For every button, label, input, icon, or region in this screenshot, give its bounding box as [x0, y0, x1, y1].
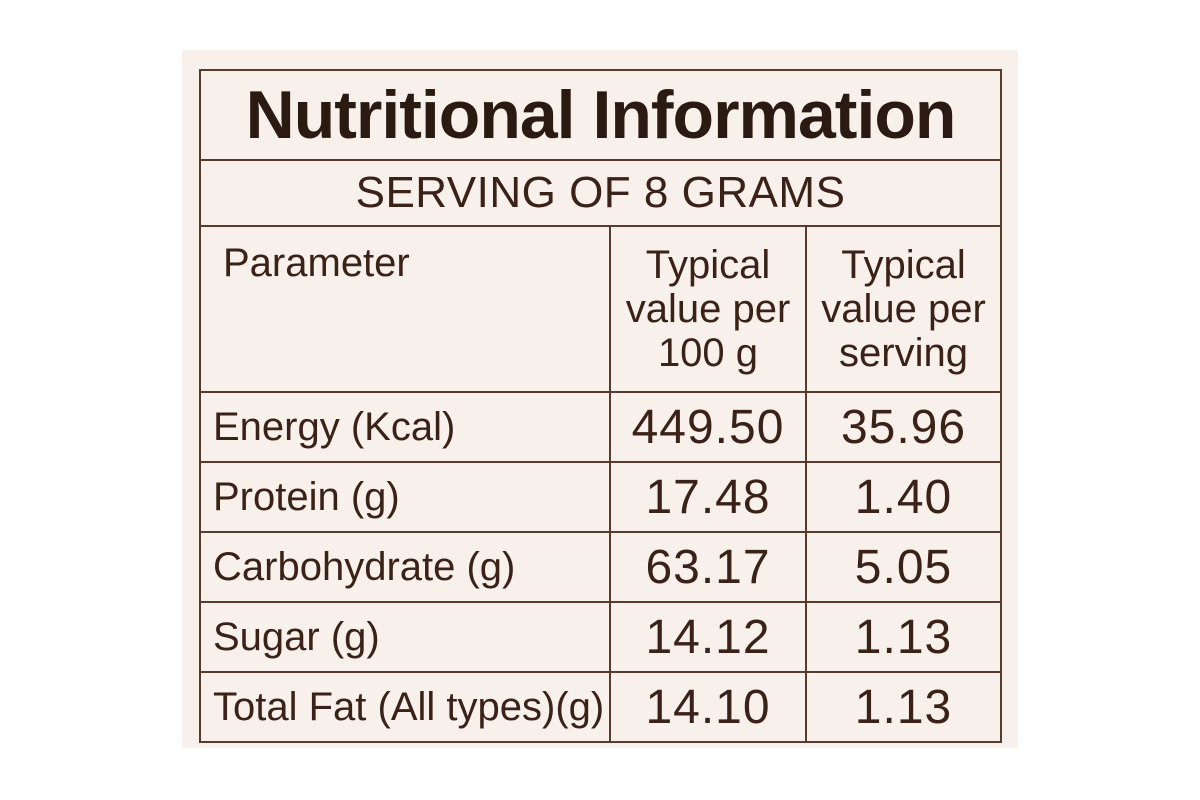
- header-per-serving-line: serving: [839, 331, 968, 375]
- row-value-per-100g: 63.17: [609, 531, 807, 603]
- header-per-100g-line: value per: [625, 287, 791, 331]
- header-parameter: Parameter: [199, 225, 611, 393]
- header-per-serving-line: value per: [821, 287, 986, 331]
- table-row: Energy (Kcal) 449.50 35.96: [199, 391, 1003, 463]
- header-per-serving-line: Typical: [841, 243, 966, 287]
- header-row: Parameter Typical value per 100 g Typica…: [199, 225, 1003, 393]
- header-per-100g: Typical value per 100 g: [609, 225, 807, 393]
- row-value-per-serving: 1.13: [804, 671, 1003, 743]
- header-per-100g-line: 100 g: [657, 331, 759, 375]
- table-title: Nutritional Information: [198, 69, 1003, 161]
- row-parameter: Sugar (g): [199, 601, 611, 673]
- nutrition-table: Nutritional Information SERVING OF 8 GRA…: [198, 69, 1003, 743]
- row-value-per-100g: 14.10: [609, 671, 807, 743]
- row-parameter: Energy (Kcal): [199, 391, 611, 463]
- serving-size: SERVING OF 8 GRAMS: [198, 159, 1003, 227]
- title-row: Nutritional Information: [198, 69, 1003, 161]
- nutrition-label-card: Nutritional Information SERVING OF 8 GRA…: [182, 50, 1018, 748]
- serving-row: SERVING OF 8 GRAMS: [198, 159, 1003, 227]
- row-parameter: Protein (g): [199, 461, 611, 533]
- row-value-per-100g: 14.12: [609, 601, 807, 673]
- row-value-per-serving: 5.05: [804, 531, 1003, 603]
- row-parameter: Carbohydrate (g): [199, 531, 611, 603]
- table-row: Carbohydrate (g) 63.17 5.05: [199, 531, 1003, 603]
- row-parameter: Total Fat (All types)(g): [199, 671, 611, 743]
- table-row: Sugar (g) 14.12 1.13: [199, 601, 1003, 673]
- table-row: Protein (g) 17.48 1.40: [199, 461, 1003, 533]
- header-per-serving: Typical value per serving: [804, 225, 1003, 393]
- row-value-per-serving: 1.40: [804, 461, 1003, 533]
- row-value-per-100g: 17.48: [609, 461, 807, 533]
- table-row: Total Fat (All types)(g) 14.10 1.13: [199, 671, 1003, 743]
- row-value-per-serving: 1.13: [804, 601, 1003, 673]
- row-value-per-100g: 449.50: [609, 391, 807, 463]
- row-value-per-serving: 35.96: [804, 391, 1003, 463]
- header-per-100g-line: Typical: [645, 243, 771, 287]
